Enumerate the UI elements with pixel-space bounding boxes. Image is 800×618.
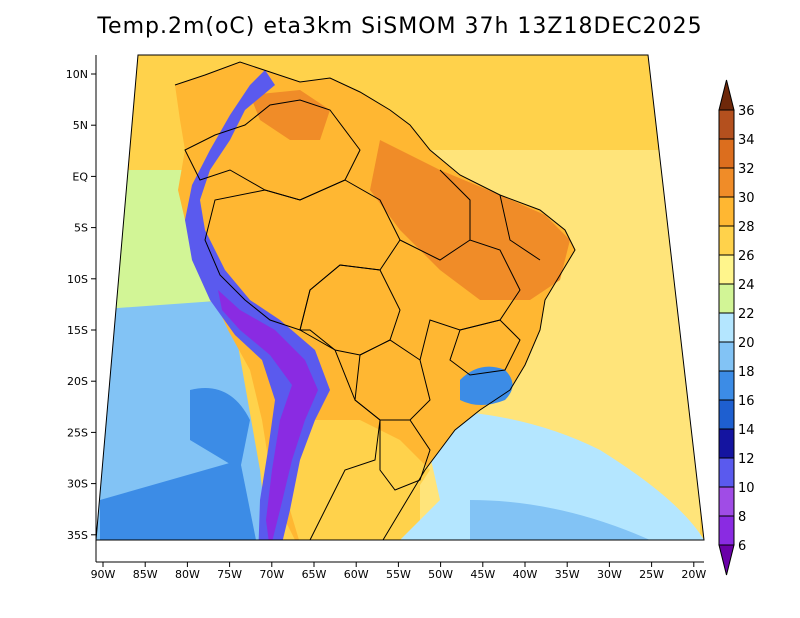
lon-label: 65W	[302, 568, 327, 581]
colorbar-label: 14	[738, 423, 755, 438]
colorbar-label: 26	[738, 249, 755, 264]
lat-label: EQ	[72, 170, 88, 183]
colorbar-label: 16	[738, 394, 755, 409]
lon-label: 90W	[91, 568, 116, 581]
map-frame	[95, 54, 705, 541]
colorbar-label: 34	[738, 133, 755, 148]
colorbar-segment	[718, 196, 735, 227]
colorbar-segment	[718, 399, 735, 430]
colorbar-max-arrow	[718, 79, 735, 111]
colorbar-label: 36	[738, 104, 755, 119]
colorbar-segment	[718, 138, 735, 169]
colorbar-segment	[718, 457, 735, 488]
lon-label: 35W	[555, 568, 580, 581]
lon-label: 25W	[639, 568, 664, 581]
colorbar-segment	[718, 341, 735, 372]
lat-label: 10N	[66, 68, 88, 81]
lat-label: 20S	[67, 375, 88, 388]
lat-label: 15S	[67, 324, 88, 337]
lat-label: 30S	[67, 478, 88, 491]
colorbar-label: 12	[738, 452, 755, 467]
colorbar-label: 8	[738, 510, 746, 525]
temperature-field	[96, 55, 704, 540]
lat-label: 5N	[73, 119, 88, 132]
lat-label: 5S	[74, 222, 88, 235]
guiana-hot-area	[250, 90, 330, 140]
colorbar-segment	[718, 370, 735, 401]
temperature-colorbar: 6 8 10 12 14 16 18 20 22 24 26 28 30 32 34 36	[718, 79, 755, 576]
colorbar-segment	[718, 225, 735, 256]
colorbar-label: 28	[738, 220, 755, 235]
lat-label: 35S	[67, 529, 88, 542]
colorbar-label: 20	[738, 336, 755, 351]
lon-label: 50W	[428, 568, 453, 581]
colorbar-segment	[718, 312, 735, 343]
lon-label: 20W	[681, 568, 706, 581]
lat-label: 25S	[67, 426, 88, 439]
lon-label: 80W	[175, 568, 200, 581]
colorbar-segment	[718, 486, 735, 517]
colorbar-segment	[718, 167, 735, 198]
colorbar-min-arrow	[718, 544, 735, 576]
pacific-cool-fill	[100, 388, 260, 540]
map-title: Temp.2m(oC) eta3km SiSMOM 37h 13Z18DEC20…	[97, 14, 703, 39]
colorbar-label: 18	[738, 365, 755, 380]
colorbar-label: 30	[738, 191, 755, 206]
lon-label: 60W	[344, 568, 369, 581]
colorbar-label: 24	[738, 278, 755, 293]
colorbar-label: 6	[738, 539, 746, 554]
atlantic-cool-fill	[470, 500, 650, 540]
lat-label: 10S	[67, 273, 88, 286]
longitude-axis: 90W 85W 80W 75W 70W 65W 60W 55W 50W 45W 40W 35W 30W 2…	[91, 562, 706, 581]
lon-label: 85W	[133, 568, 158, 581]
lon-label: 45W	[470, 568, 495, 581]
lon-label: 75W	[217, 568, 242, 581]
colorbar-segment	[718, 283, 735, 314]
colorbar-label: 10	[738, 481, 755, 496]
southeast-highland-cool-area	[460, 366, 513, 405]
colorbar-segment	[718, 254, 735, 285]
colorbar-segment	[718, 515, 735, 546]
colorbar-label: 32	[738, 162, 755, 177]
latitude-axis: 10N 5N EQ 5S 10S 15S 20S 25S 30S 35S	[66, 68, 96, 542]
lon-label: 55W	[386, 568, 411, 581]
country-borders	[174, 61, 576, 540]
colorbar-segment	[718, 428, 735, 459]
lon-label: 70W	[259, 568, 284, 581]
colorbar-segment	[718, 109, 735, 140]
lon-label: 30W	[597, 568, 622, 581]
colorbar-label: 22	[738, 307, 755, 322]
southern-cone-mild-area	[285, 420, 430, 540]
lon-label: 40W	[513, 568, 538, 581]
atlantic-south-fill	[380, 410, 704, 540]
andes-coldest-core	[218, 290, 318, 540]
